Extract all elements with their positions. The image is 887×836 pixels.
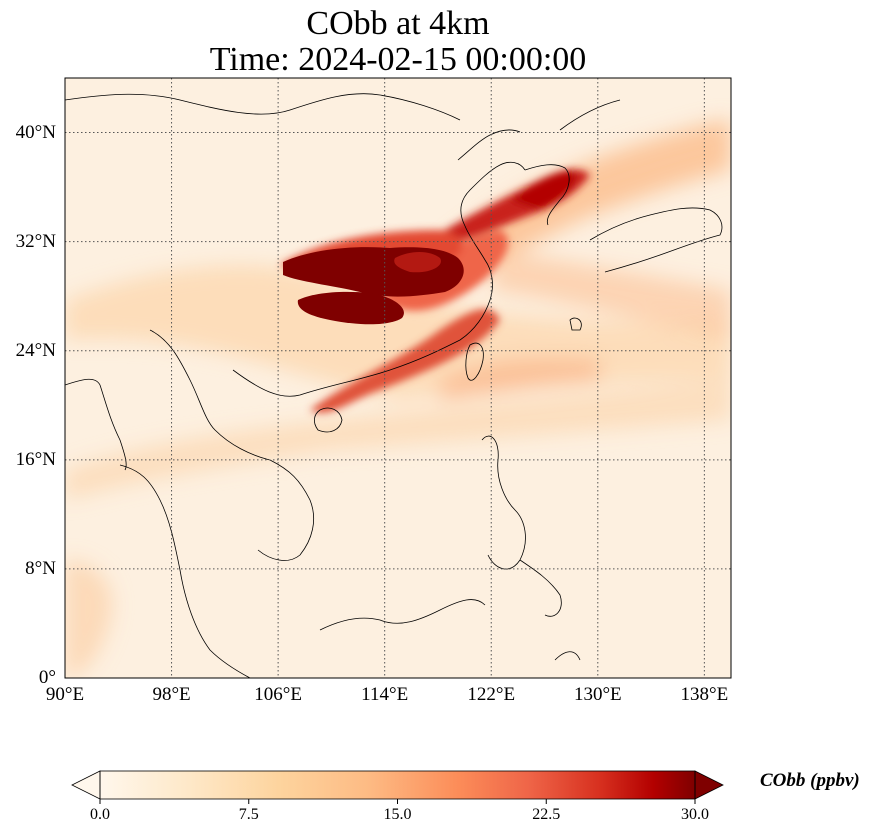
colorbar-tick-label: 7.5 xyxy=(238,806,259,823)
colorbar-tick-label: 15.0 xyxy=(383,806,412,823)
map-frame xyxy=(64,77,732,679)
lat-tick-label: 32°N xyxy=(15,230,56,252)
colorbar-tick-label: 22.5 xyxy=(532,806,561,823)
lon-tick-label: 130°E xyxy=(573,684,622,705)
colorbar-tick-label: 30.0 xyxy=(681,806,709,823)
coastlines xyxy=(65,93,723,678)
map-title-line2: Time: 2024-02-15 00:00:00 xyxy=(209,41,587,78)
lon-tick-label: 98°E xyxy=(152,684,191,705)
gridlines xyxy=(64,78,731,679)
colorbar-label: CObb (ppbv) xyxy=(760,770,860,791)
lon-tick-label: 90°E xyxy=(45,684,85,705)
map-title-line1: CObb at 4km xyxy=(306,5,490,42)
lon-tick-label: 106°E xyxy=(254,684,302,705)
colorbar-extend-max xyxy=(694,770,724,800)
lon-tick-label: 122°E xyxy=(467,684,516,705)
colorbar-tick-label: 0.0 xyxy=(90,806,110,823)
diffuse-plume-layer xyxy=(65,120,731,678)
lat-tick-label: 40°N xyxy=(15,121,56,143)
lon-tick-label: 138°E xyxy=(680,684,729,705)
lat-tick-label: 16°N xyxy=(15,448,56,470)
lat-tick-label: 24°N xyxy=(15,339,56,361)
colorbar-extend-min xyxy=(71,770,101,800)
lat-tick-label: 0° xyxy=(38,667,56,688)
lon-tick-label: 114°E xyxy=(361,684,409,705)
lat-tick-label: 8°N xyxy=(25,557,56,579)
core-region xyxy=(283,247,464,325)
concentration-field xyxy=(65,78,731,678)
colorbar xyxy=(71,770,724,804)
